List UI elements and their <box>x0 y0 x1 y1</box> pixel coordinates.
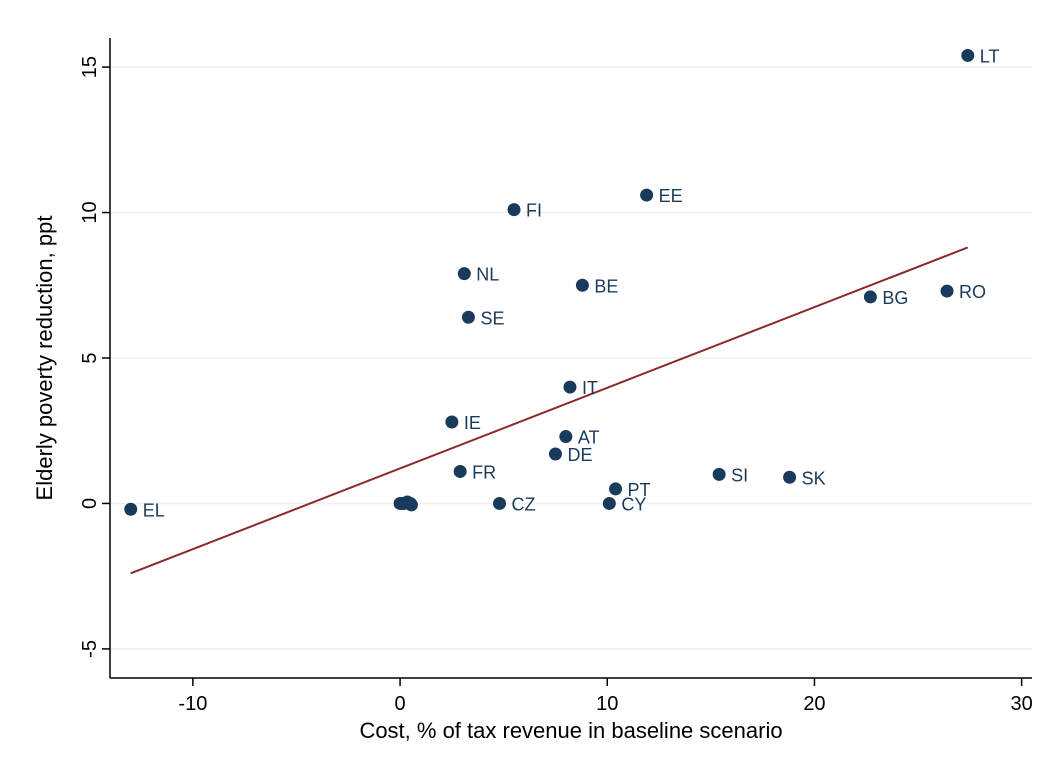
y-tick-label: 5 <box>79 352 101 363</box>
y-tick-label: 15 <box>79 56 101 78</box>
data-point <box>575 278 589 292</box>
point-label: RO <box>959 282 986 302</box>
data-point <box>940 284 954 298</box>
data-point <box>961 48 975 62</box>
x-tick-label: 10 <box>596 693 618 715</box>
point-label: SE <box>480 308 504 328</box>
y-tick-label: -5 <box>79 640 101 658</box>
point-label: CY <box>621 494 646 514</box>
point-label: BE <box>594 276 618 296</box>
data-point <box>507 203 521 217</box>
fit-line <box>130 246 969 575</box>
point-label: FR <box>472 462 496 482</box>
point-label: SI <box>731 465 748 485</box>
data-point <box>453 464 467 478</box>
point-label: PT <box>628 480 651 500</box>
data-point <box>404 498 418 512</box>
data-point <box>783 470 797 484</box>
y-axis-title: Elderly poverty reduction, ppt <box>32 216 57 501</box>
y-tick-label: 10 <box>79 201 101 223</box>
data-point <box>548 447 562 461</box>
fit-line-group <box>130 246 969 575</box>
point-label: FI <box>526 201 542 221</box>
x-axis-title: Cost, % of tax revenue in baseline scena… <box>359 718 782 743</box>
data-point <box>445 415 459 429</box>
data-point <box>124 502 138 516</box>
data-point <box>461 310 475 324</box>
point-label: CZ <box>512 494 536 514</box>
data-point <box>602 496 616 510</box>
data-point <box>493 496 507 510</box>
data-points <box>124 48 975 516</box>
y-tick-label: 0 <box>79 498 101 509</box>
point-label: EE <box>659 186 683 206</box>
point-label: SK <box>802 468 826 488</box>
point-label: LT <box>980 46 1000 66</box>
x-tick-label: 20 <box>803 693 825 715</box>
point-label: IT <box>582 378 598 398</box>
data-point <box>640 188 654 202</box>
gridlines <box>110 66 1032 650</box>
point-label: AT <box>578 428 600 448</box>
point-label: NL <box>476 265 499 285</box>
x-tick-label: 0 <box>395 693 406 715</box>
axes: -10 0 10 20 30 -5 0 5 10 15 <box>79 38 1033 715</box>
x-tick-label: -10 <box>178 693 207 715</box>
point-label: DE <box>567 445 592 465</box>
data-point <box>712 467 726 481</box>
data-point <box>609 482 623 496</box>
point-label: BG <box>882 288 908 308</box>
data-point <box>863 290 877 304</box>
data-point <box>457 267 471 281</box>
x-tick-label: 30 <box>1011 693 1033 715</box>
data-point <box>563 380 577 394</box>
point-label: EL <box>143 500 165 520</box>
point-label: IE <box>464 413 481 433</box>
data-point <box>559 430 573 444</box>
